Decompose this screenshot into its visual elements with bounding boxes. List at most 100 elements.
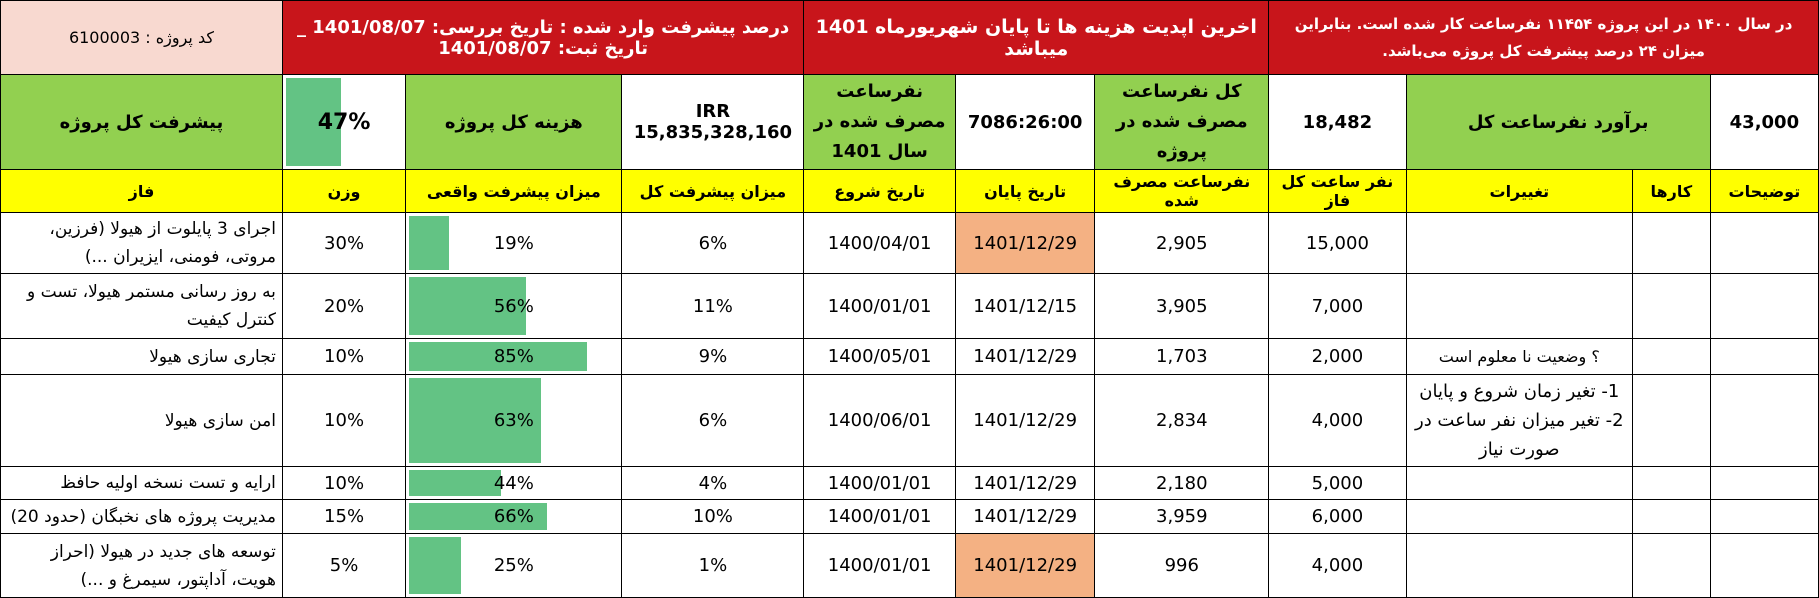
phase-cell[interactable]: توسعه های جدید در هیولا (احراز هویت، آدا… (0, 533, 283, 598)
changes-cell[interactable] (1405, 212, 1633, 274)
changes-cell[interactable] (1405, 499, 1633, 534)
col-hours-spent[interactable]: نفرساعت مصرف شده (1094, 169, 1270, 213)
phase-hours-cell[interactable]: 4,000 (1268, 533, 1407, 598)
total-progress-cell[interactable]: 1% (621, 533, 805, 598)
phase-hours-cell[interactable]: 5,000 (1268, 466, 1407, 500)
hours-spent-cell[interactable]: 3,959 (1094, 499, 1270, 534)
start-date-cell[interactable]: 1400/06/01 (803, 374, 956, 467)
col-phase-hours[interactable]: نفر ساعت کل فاز (1268, 169, 1407, 213)
project-code[interactable]: کد پروژه : 6100003 (0, 0, 283, 75)
start-date-cell[interactable]: 1400/04/01 (803, 212, 956, 274)
end-date-cell[interactable]: 1401/12/29 (954, 212, 1096, 274)
tasks-cell[interactable] (1631, 273, 1711, 339)
col-weight[interactable]: وزن (281, 169, 407, 213)
hours-spent-cell[interactable]: 2,180 (1094, 466, 1270, 500)
tasks-cell[interactable] (1631, 212, 1711, 274)
total-progress-cell[interactable]: 11% (621, 273, 805, 339)
tasks-cell[interactable] (1631, 533, 1711, 598)
hours-spent-cell[interactable]: 3,905 (1094, 273, 1270, 339)
notes-cell[interactable] (1709, 466, 1819, 500)
weight-cell[interactable]: 5% (281, 533, 407, 598)
phase-hours-cell[interactable]: 4,000 (1268, 374, 1407, 467)
total-cost-value[interactable]: IRR 15,835,328,160 (621, 74, 805, 170)
col-phase[interactable]: فاز (0, 169, 283, 213)
phase-cell[interactable]: ارایه و تست نسخه اولیه حافظ (0, 466, 283, 500)
weight-cell[interactable]: 30% (281, 212, 407, 274)
start-date-cell[interactable]: 1400/01/01 (803, 533, 956, 598)
hours-spent-cell[interactable]: 2,834 (1094, 374, 1270, 467)
changes-cell[interactable] (1405, 273, 1633, 339)
actual-progress-cell[interactable]: 25% (405, 533, 623, 598)
phase-hours-cell[interactable]: 6,000 (1268, 499, 1407, 534)
col-tasks[interactable]: کارها (1631, 169, 1711, 213)
col-actual-progress[interactable]: میزان پیشرفت واقعی (405, 169, 623, 213)
end-date-cell[interactable]: 1401/12/29 (954, 533, 1096, 598)
actual-progress-cell[interactable]: 85% (405, 338, 623, 375)
phase-cell[interactable]: امن سازی هیولا (0, 374, 283, 467)
col-start-date[interactable]: تاریخ شروع (803, 169, 956, 213)
total-progress-cell[interactable]: 9% (621, 338, 805, 375)
end-date-cell[interactable]: 1401/12/29 (954, 499, 1096, 534)
phase-cell[interactable]: مدیریت پروژه های نخبگان (حدود 20) (0, 499, 283, 534)
end-date-cell[interactable]: 1401/12/29 (954, 466, 1096, 500)
end-date-cell[interactable]: 1401/12/29 (954, 338, 1096, 375)
hours-spent-cell[interactable]: 996 (1094, 533, 1270, 598)
total-progress-cell[interactable]: 4% (621, 466, 805, 500)
total-progress-label[interactable]: پیشرفت کل پروژه (0, 74, 283, 170)
col-changes[interactable]: تغییرات (1405, 169, 1633, 213)
hours-spent-cell[interactable]: 1,703 (1094, 338, 1270, 375)
hours-note[interactable]: در سال ۱۴۰۰ در این پروژه ۱۱۴۵۴ نفرساعت ک… (1268, 0, 1819, 75)
total-progress-cell[interactable]: 6% (621, 374, 805, 467)
weight-cell[interactable]: 10% (281, 374, 407, 467)
start-date-cell[interactable]: 1400/01/01 (803, 466, 956, 500)
hours-spent-value[interactable]: 18,482 (1268, 74, 1407, 170)
hours-spent-label[interactable]: کل نفرساعت مصرف شده در پروژه (1094, 74, 1270, 170)
phase-cell[interactable]: تجاری سازی هیولا (0, 338, 283, 375)
actual-progress-cell[interactable]: 63% (405, 374, 623, 467)
end-date-cell[interactable]: 1401/12/15 (954, 273, 1096, 339)
phase-hours-cell[interactable]: 7,000 (1268, 273, 1407, 339)
notes-cell[interactable] (1709, 499, 1819, 534)
hours-spent-cell[interactable]: 2,905 (1094, 212, 1270, 274)
col-notes[interactable]: توضیحات (1709, 169, 1819, 213)
phase-hours-cell[interactable]: 15,000 (1268, 212, 1407, 274)
weight-cell[interactable]: 15% (281, 499, 407, 534)
tasks-cell[interactable] (1631, 338, 1711, 375)
total-progress-cell[interactable]: 10% (621, 499, 805, 534)
phase-hours-cell[interactable]: 2,000 (1268, 338, 1407, 375)
weight-cell[interactable]: 10% (281, 338, 407, 375)
start-date-cell[interactable]: 1400/05/01 (803, 338, 956, 375)
actual-progress-cell[interactable]: 66% (405, 499, 623, 534)
estimate-label[interactable]: برآورد نفرساعت کل (1405, 74, 1711, 170)
notes-cell[interactable] (1709, 273, 1819, 339)
hours-1401-value[interactable]: 7086:26:00 (954, 74, 1096, 170)
tasks-cell[interactable] (1631, 499, 1711, 534)
notes-cell[interactable] (1709, 212, 1819, 274)
notes-cell[interactable] (1709, 338, 1819, 375)
tasks-cell[interactable] (1631, 466, 1711, 500)
notes-cell[interactable] (1709, 374, 1819, 467)
hours-1401-label[interactable]: نفرساعت مصرف شده در سال 1401 (803, 74, 956, 170)
phase-cell[interactable]: اجرای 3 پایلوت از هیولا (فرزین، مروتی، ف… (0, 212, 283, 274)
end-date-cell[interactable]: 1401/12/29 (954, 374, 1096, 467)
changes-cell[interactable] (1405, 466, 1633, 500)
total-progress-cell[interactable]: 47% (281, 74, 407, 170)
start-date-cell[interactable]: 1400/01/01 (803, 273, 956, 339)
notes-cell[interactable] (1709, 533, 1819, 598)
total-cost-label[interactable]: هزینه کل پروژه (405, 74, 623, 170)
phase-cell[interactable]: به روز رسانی مستمر هیولا، تست و کنترل کی… (0, 273, 283, 339)
changes-cell[interactable]: 1- تغیر زمان شروع و پایان 2- تغیر میزان … (1405, 374, 1633, 467)
start-date-cell[interactable]: 1400/01/01 (803, 499, 956, 534)
estimate-value[interactable]: 43,000 (1709, 74, 1819, 170)
weight-cell[interactable]: 20% (281, 273, 407, 339)
progress-date-note[interactable]: درصد پیشرفت وارد شده : تاریخ بررسی: 1401… (281, 0, 805, 75)
changes-cell[interactable]: ؟ وضعیت نا معلوم است (1405, 338, 1633, 375)
cost-update-note[interactable]: اخرین اپدیت هزینه ها تا پایان شهریورماه … (803, 0, 1270, 75)
changes-cell[interactable] (1405, 533, 1633, 598)
total-progress-cell[interactable]: 6% (621, 212, 805, 274)
weight-cell[interactable]: 10% (281, 466, 407, 500)
tasks-cell[interactable] (1631, 374, 1711, 467)
col-total-progress[interactable]: میزان پیشرفت کل (621, 169, 805, 213)
actual-progress-cell[interactable]: 19% (405, 212, 623, 274)
actual-progress-cell[interactable]: 44% (405, 466, 623, 500)
